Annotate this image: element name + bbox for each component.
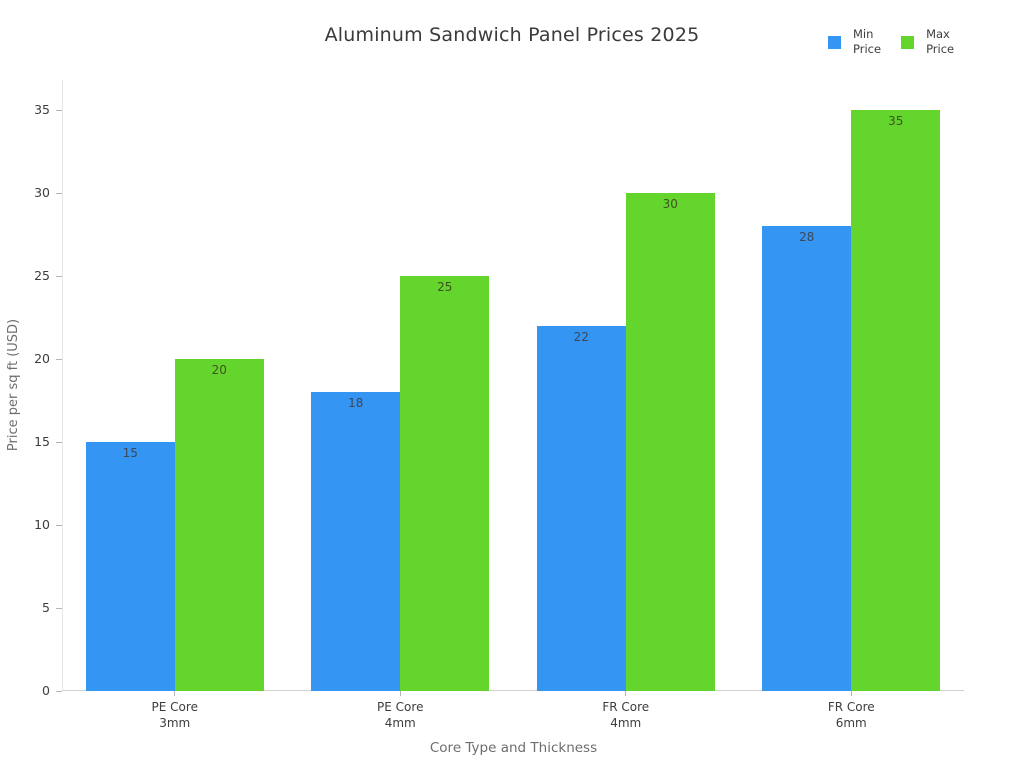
x-category-label: PE Core 3mm bbox=[151, 700, 198, 730]
legend-label: Min Price bbox=[853, 27, 882, 56]
x-category-label: FR Core 6mm bbox=[827, 700, 875, 730]
y-tick-label: 0 bbox=[42, 683, 50, 698]
legend-swatch bbox=[901, 35, 915, 49]
bar-value-label: 30 bbox=[662, 197, 678, 211]
bar-min-price: 15 bbox=[85, 442, 175, 691]
legend: Min Price Max Price bbox=[828, 27, 954, 57]
y-tick-mark bbox=[56, 193, 62, 194]
bar-value-label: 18 bbox=[348, 396, 364, 411]
bar-min-price: 22 bbox=[536, 325, 626, 691]
x-tick-mark bbox=[399, 691, 401, 696]
x-category-label: FR Core 4mm bbox=[602, 700, 650, 730]
bar-max-price: 30 bbox=[625, 193, 715, 691]
x-category-label: PE Core 4mm bbox=[377, 700, 424, 730]
y-tick-label: 10 bbox=[34, 517, 50, 532]
y-tick-mark bbox=[56, 525, 62, 526]
y-tick-mark bbox=[56, 359, 62, 360]
legend-item-min-price: Min Price bbox=[828, 27, 881, 57]
bar-max-price: 35 bbox=[851, 110, 941, 691]
bar-value-label: 25 bbox=[437, 280, 453, 294]
y-tick-mark bbox=[56, 110, 62, 111]
bar-value-label: 15 bbox=[122, 446, 138, 460]
x-tick-mark bbox=[850, 691, 852, 696]
bar-min-price: 28 bbox=[762, 226, 852, 691]
y-tick-mark bbox=[56, 608, 62, 609]
legend-label: Max Price bbox=[926, 27, 955, 56]
bar-max-price: 20 bbox=[174, 359, 264, 691]
bar-min-price: 18 bbox=[311, 392, 401, 691]
bar-max-price: 25 bbox=[400, 276, 490, 691]
y-tick-label: 20 bbox=[34, 351, 50, 366]
y-tick-label: 35 bbox=[34, 102, 50, 117]
bar-value-label: 22 bbox=[573, 329, 589, 344]
x-tick-mark bbox=[625, 691, 627, 696]
legend-item-max-price: Max Price bbox=[901, 27, 954, 57]
y-tick-label: 30 bbox=[34, 185, 50, 200]
x-tick-mark bbox=[174, 691, 176, 696]
y-tick-label: 25 bbox=[34, 268, 50, 283]
y-tick-mark bbox=[56, 442, 62, 443]
y-tick-label: 15 bbox=[34, 434, 50, 449]
x-axis-title: Core Type and Thickness bbox=[429, 740, 598, 756]
bar-value-label: 28 bbox=[799, 230, 815, 245]
y-tick-mark bbox=[56, 691, 62, 692]
y-axis-title: Price per sq ft (USD) bbox=[6, 318, 21, 452]
y-tick-mark bbox=[56, 276, 62, 277]
y-tick-label: 5 bbox=[42, 600, 50, 615]
legend-swatch bbox=[828, 35, 841, 49]
bar-value-label: 35 bbox=[888, 114, 904, 128]
bar-value-label: 20 bbox=[211, 363, 227, 377]
chart-title: Aluminum Sandwich Panel Prices 2025 bbox=[324, 24, 700, 46]
plot-area bbox=[62, 80, 964, 691]
